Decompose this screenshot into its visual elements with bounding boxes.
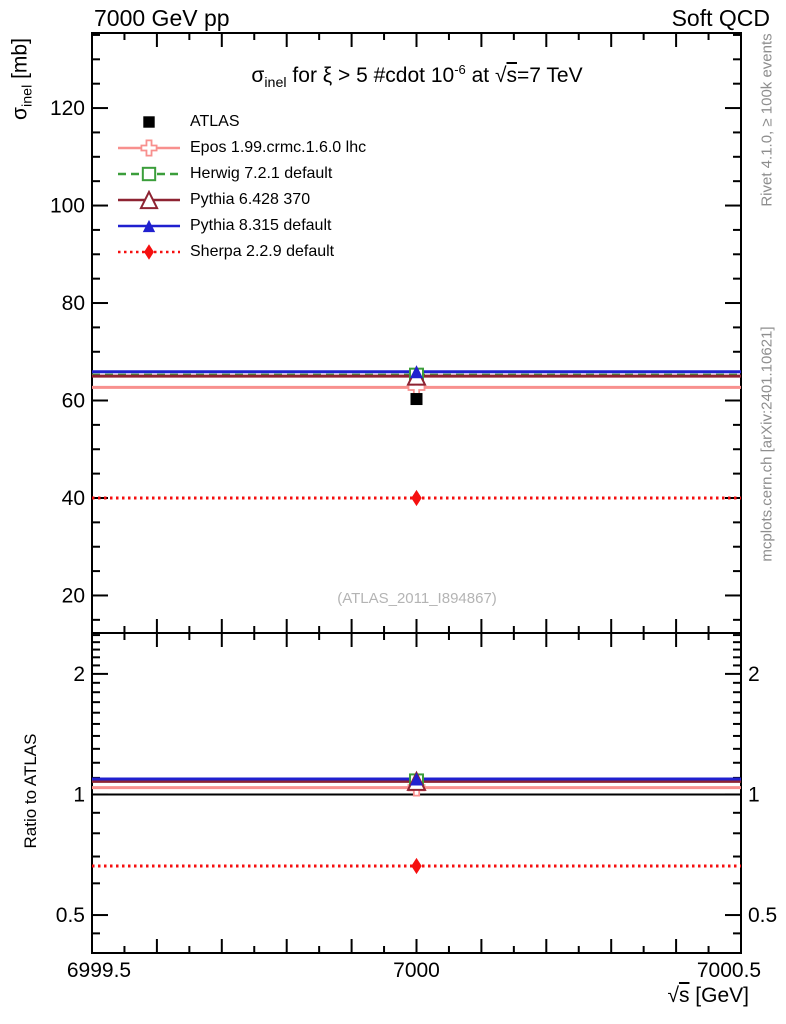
legend-marker-sample xyxy=(118,244,180,260)
open-cross-marker xyxy=(140,139,158,157)
legend-item-3: Pythia 6.428 370 xyxy=(117,187,366,213)
legend-marker-sample xyxy=(118,219,180,233)
legend-item-1: Epos 1.99.crmc.1.6.0 lhc xyxy=(117,135,366,161)
legend-label: Epos 1.99.crmc.1.6.0 lhc xyxy=(190,139,367,156)
legend-label: Herwig 7.2.1 default xyxy=(190,165,333,182)
legend-label: Sherpa 2.2.9 default xyxy=(190,243,335,260)
x-tick-label: 6999.5 xyxy=(67,959,131,982)
legend-label: Pythia 6.428 370 xyxy=(190,191,311,208)
ratio-y-tick-label-left: 1 xyxy=(73,783,85,806)
ylabel-units: [mb] xyxy=(8,38,32,85)
xlabel-units: [GeV] xyxy=(689,984,749,1007)
legend-item-5: Sherpa 2.2.9 default xyxy=(117,239,366,265)
title-sqrt-symbol: √ xyxy=(494,64,507,87)
title-tail: =7 TeV xyxy=(516,64,583,87)
title-sigma-subscript: inel xyxy=(264,75,287,92)
title-sigma: σ xyxy=(251,64,265,87)
x-axis-title: √s [GeV] xyxy=(667,984,749,1008)
ylabel-sigma: σ xyxy=(8,106,32,120)
main-y-tick-label: 100 xyxy=(50,195,85,218)
open-square-marker xyxy=(141,166,157,182)
legend-marker-sample xyxy=(143,116,155,128)
legend-label: ATLAS xyxy=(190,113,240,130)
ratio-y-axis-title: Ratio to ATLAS xyxy=(21,733,40,849)
filled-diamond-marker xyxy=(144,244,154,260)
plot-title: σinel for ξ > 5 #cdot 10-6 at √s=7 TeV xyxy=(251,62,582,91)
analysis-watermark: (ATLAS_2011_I894867) xyxy=(337,590,497,607)
legend-marker-sample xyxy=(118,139,180,157)
ylabel-sigma-subscript: inel xyxy=(19,84,36,107)
rivet-version-label: Rivet 4.1.0, ≥ 100k events xyxy=(758,33,776,207)
main-y-tick-label: 80 xyxy=(62,292,85,315)
ratio-y-tick-label-left: 2 xyxy=(73,663,85,686)
legend-item-2: Herwig 7.2.1 default xyxy=(117,161,366,187)
filled-diamond-marker xyxy=(411,857,422,875)
ratio-y-tick-label-right: 2 xyxy=(748,663,760,686)
filled-diamond-marker xyxy=(411,489,422,507)
filled-triangle-marker xyxy=(142,219,156,233)
filled-triangle-marker xyxy=(410,772,423,786)
legend: ATLAS Epos 1.99.crmc.1.6.0 lhc Herwig 7.2.… xyxy=(117,109,366,265)
mcplots-arxiv-label: mcplots.cern.ch [arXiv:2401.10621] xyxy=(758,326,776,562)
title-at: at xyxy=(465,64,495,87)
legend-marker-sample xyxy=(118,190,180,210)
x-tick-label: 7000.5 xyxy=(697,959,761,982)
filled-triangle-marker xyxy=(410,365,423,379)
legend-marker-sample xyxy=(118,166,180,182)
ratio-y-tick-label-right: 1 xyxy=(748,783,760,806)
beam-energy-label: 7000 GeV pp xyxy=(94,5,230,31)
xlabel-sqrt-symbol: √ xyxy=(667,984,679,1007)
x-tick-label: 7000 xyxy=(393,959,440,982)
legend-item-0: ATLAS xyxy=(117,109,366,135)
ratio-y-tick-label-right: 0.5 xyxy=(748,904,777,927)
xlabel-sqrt-arg: s xyxy=(678,984,690,1007)
title-sqrt-arg: s xyxy=(506,64,517,87)
filled-square-marker xyxy=(143,116,155,128)
title-exponent: -6 xyxy=(454,62,466,77)
open-triangle-marker xyxy=(139,190,159,210)
title-middle: for ξ > 5 #cdot 10 xyxy=(286,64,455,87)
process-group-label: Soft QCD xyxy=(671,5,770,31)
main-y-tick-label: 120 xyxy=(50,97,85,120)
main-y-tick-label: 40 xyxy=(62,487,85,510)
ratio-y-tick-label-left: 0.5 xyxy=(56,904,85,927)
legend-label: Pythia 8.315 default xyxy=(190,217,332,234)
main-y-tick-label: 20 xyxy=(62,584,85,607)
legend-item-4: Pythia 8.315 default xyxy=(117,213,366,239)
main-y-tick-label: 60 xyxy=(62,390,85,413)
main-y-axis-title: σinel [mb] xyxy=(8,38,35,120)
filled-square-marker xyxy=(410,393,423,406)
